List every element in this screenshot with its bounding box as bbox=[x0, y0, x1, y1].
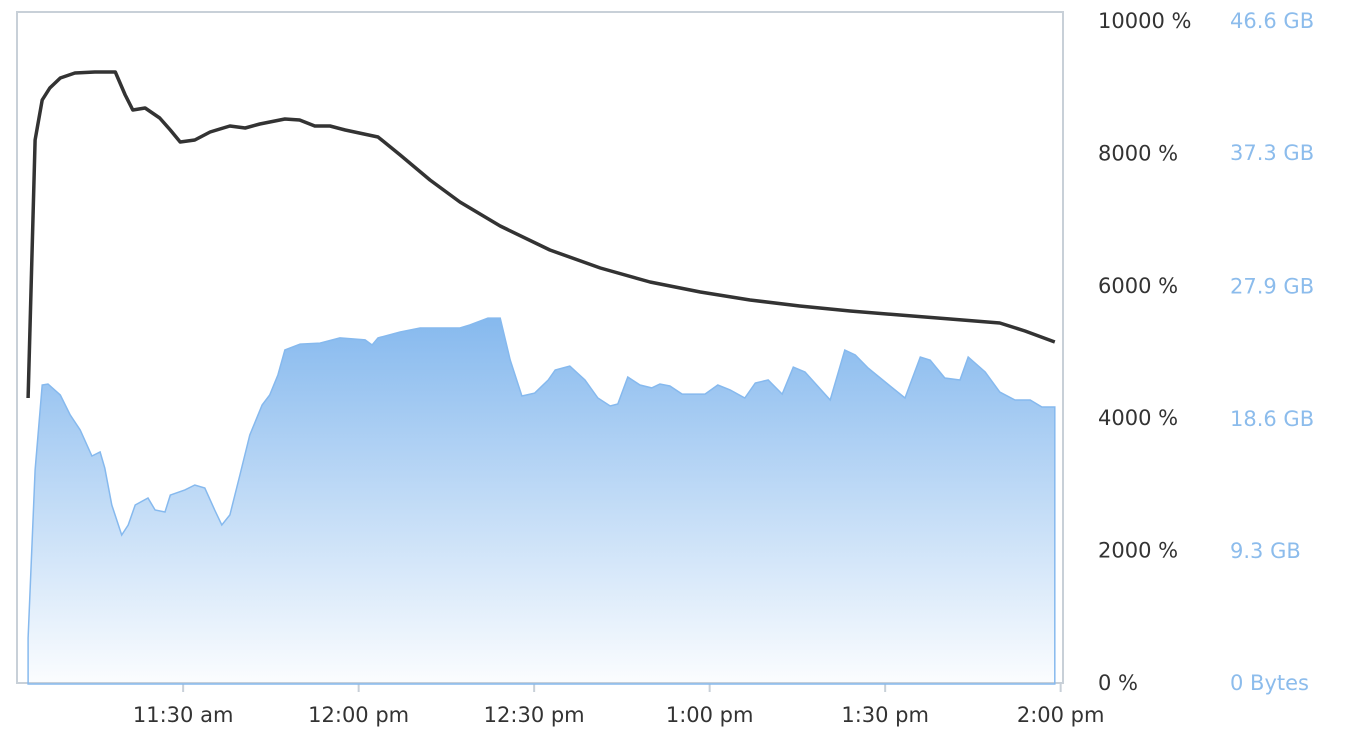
x-tick-label: 11:30 am bbox=[133, 703, 234, 727]
memory-area bbox=[27, 317, 1056, 685]
x-tick-label: 1:30 pm bbox=[841, 703, 929, 727]
y2-tick-label: 0 Bytes bbox=[1230, 671, 1309, 695]
y2-tick-label: 46.6 GB bbox=[1230, 9, 1314, 33]
y2-tick-label: 27.9 GB bbox=[1230, 275, 1314, 299]
y-tick-label: 0 % bbox=[1098, 671, 1138, 695]
x-tick-label: 12:00 pm bbox=[308, 703, 409, 727]
y-tick-label: 4000 % bbox=[1098, 406, 1178, 430]
y2-tick-label: 18.6 GB bbox=[1230, 407, 1314, 431]
x-tick-label: 2:00 pm bbox=[1017, 703, 1105, 727]
y-tick-label: 10000 % bbox=[1098, 9, 1191, 33]
x-tick-label: 1:00 pm bbox=[666, 703, 754, 727]
y2-tick-label: 37.3 GB bbox=[1230, 141, 1314, 165]
x-tick-label: 12:30 pm bbox=[484, 703, 585, 727]
cpu-line bbox=[26, 70, 1056, 399]
y-tick-label: 6000 % bbox=[1098, 274, 1178, 298]
y-tick-label: 8000 % bbox=[1098, 141, 1178, 165]
y2-tick-label: 9.3 GB bbox=[1230, 539, 1301, 563]
y-tick-label: 2000 % bbox=[1098, 539, 1178, 563]
